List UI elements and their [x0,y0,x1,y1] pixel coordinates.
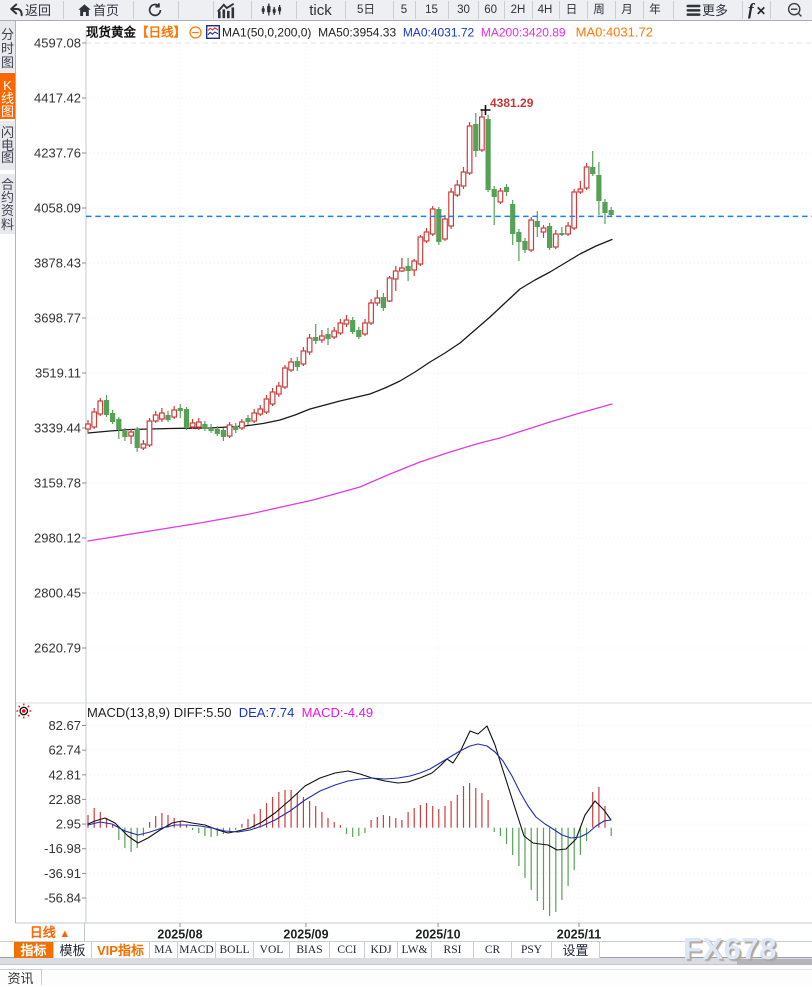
svg-text:3698.77: 3698.77 [34,311,81,326]
svg-text:62.74: 62.74 [48,743,81,758]
svg-text:4597.08: 4597.08 [34,36,81,51]
svg-text:-16.98: -16.98 [44,841,81,856]
svg-text:-56.84: -56.84 [44,891,81,906]
svg-text:3519.11: 3519.11 [35,366,81,381]
svg-text:-36.91: -36.91 [44,866,81,881]
svg-text:4237.76: 4237.76 [34,146,81,161]
svg-text:3159.78: 3159.78 [34,476,81,491]
svg-text:3339.44: 3339.44 [34,421,81,436]
svg-text:4417.42: 4417.42 [34,91,81,106]
svg-text:2800.45: 2800.45 [34,586,81,601]
svg-text:42.81: 42.81 [48,767,81,782]
svg-text:2980.12: 2980.12 [34,531,81,546]
svg-text:4058.09: 4058.09 [34,201,81,216]
svg-text:2025/10: 2025/10 [415,928,460,942]
svg-text:2025/08: 2025/08 [157,928,202,942]
svg-text:3878.43: 3878.43 [34,256,81,271]
svg-text:2620.79: 2620.79 [34,641,81,656]
svg-text:2.95: 2.95 [56,817,81,832]
svg-text:2025/11: 2025/11 [557,928,602,942]
svg-text:4381.29: 4381.29 [490,96,534,110]
svg-text:22.88: 22.88 [48,792,81,807]
svg-text:2025/09: 2025/09 [283,928,328,942]
svg-text:82.67: 82.67 [48,718,81,733]
